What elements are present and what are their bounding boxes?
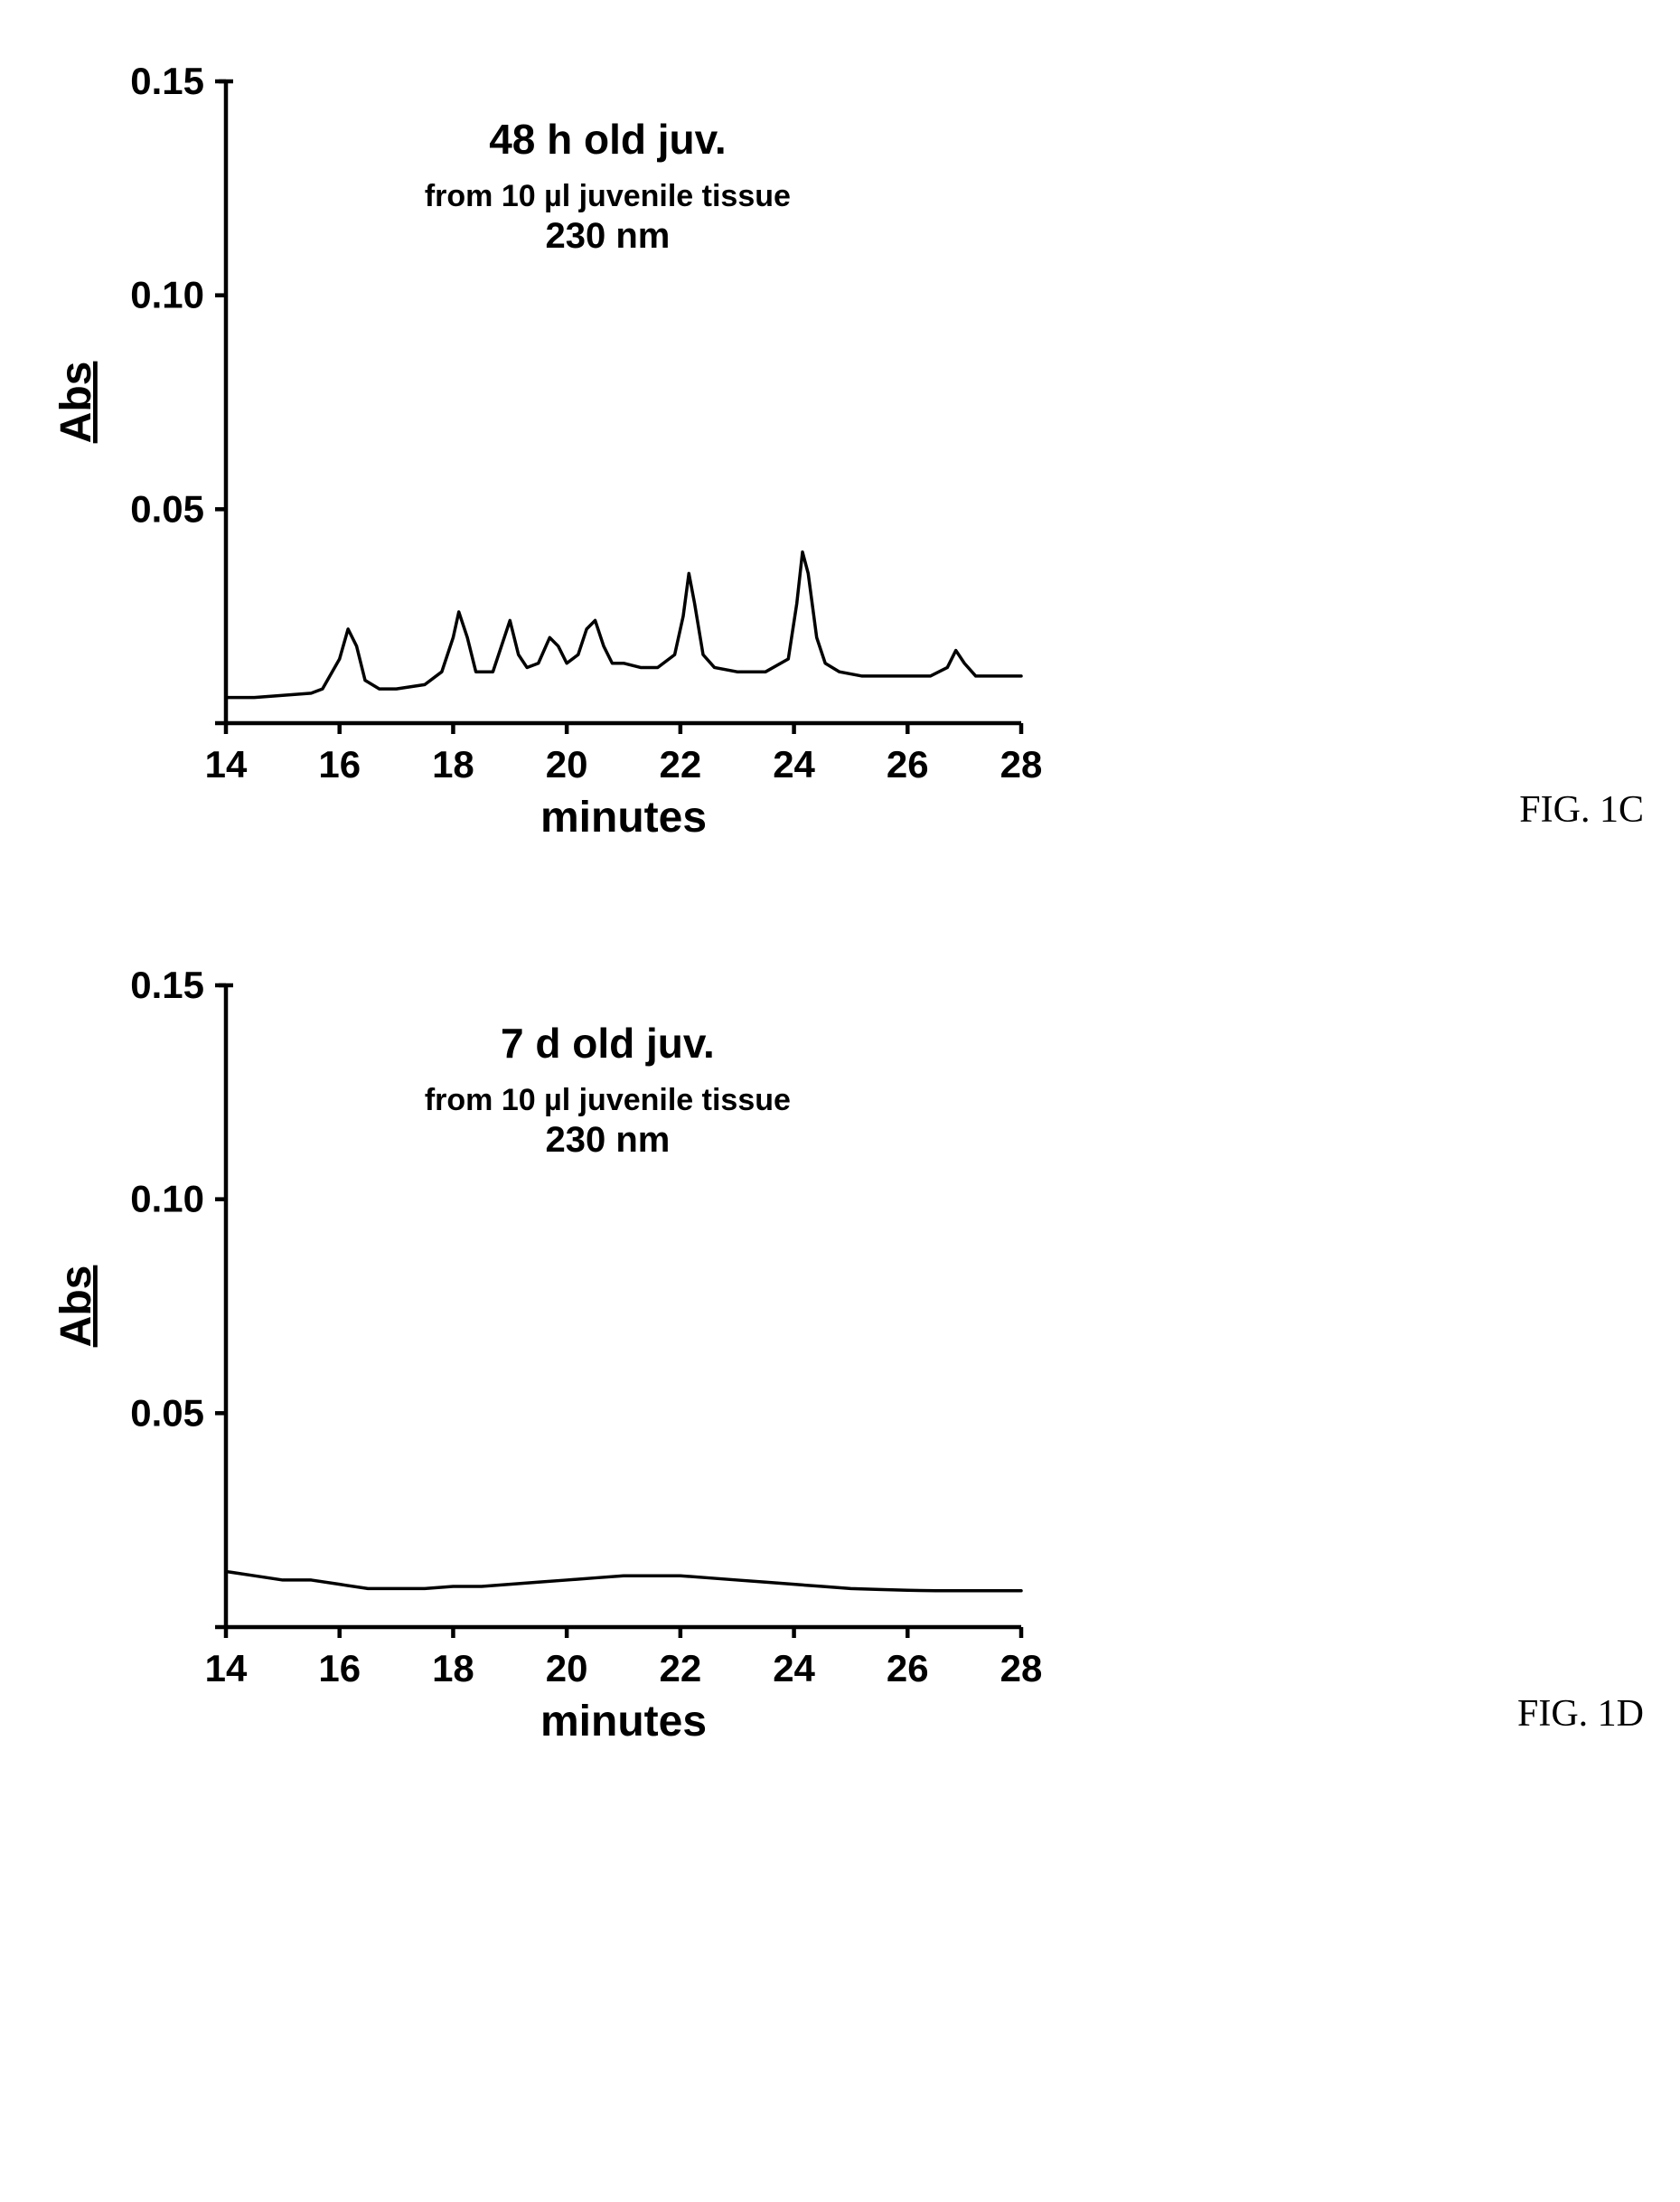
x-tick-label: 18 <box>432 743 474 786</box>
chart-bg <box>54 958 1048 1754</box>
chart-title-line: from 10 µl juvenile tissue <box>425 1083 791 1117</box>
x-tick-label: 22 <box>659 1647 701 1689</box>
chart-bg <box>54 54 1048 850</box>
y-tick-label: 0.15 <box>130 964 204 1006</box>
y-tick-label: 0.10 <box>130 274 204 316</box>
x-tick-label: 26 <box>887 743 929 786</box>
x-tick-label: 14 <box>205 743 248 786</box>
figure-label: FIG. 1C <box>1519 788 1644 832</box>
x-axis-label: minutes <box>540 1698 707 1746</box>
y-tick-label: 0.10 <box>130 1178 204 1220</box>
chromatogram-chart: 14 16 18 20 22 24 26 28 0.05 0.10 0.15 minutes Abs 7 … <box>54 958 1048 1754</box>
x-tick-label: 18 <box>432 1647 474 1689</box>
chart-title-line: 48 h old juv. <box>489 116 726 163</box>
y-tick-label: 0.05 <box>130 1391 204 1434</box>
x-tick-label: 16 <box>318 743 361 786</box>
figure-block: 14 16 18 20 22 24 26 28 0.05 0.10 0.15 minutes Abs 48… <box>54 54 1626 850</box>
x-tick-label: 20 <box>546 743 588 786</box>
x-tick-label: 28 <box>1000 743 1043 786</box>
chart-title-line: 7 d old juv. <box>501 1020 715 1067</box>
y-tick-label: 0.15 <box>130 60 204 102</box>
x-tick-label: 22 <box>659 743 701 786</box>
y-axis-label: Abs <box>54 362 100 444</box>
chart-title-line: 230 nm <box>545 1120 670 1160</box>
chart-wrap: 14 16 18 20 22 24 26 28 0.05 0.10 0.15 minutes Abs 7 … <box>54 958 1048 1754</box>
figure-block: 14 16 18 20 22 24 26 28 0.05 0.10 0.15 minutes Abs 7 … <box>54 958 1626 1754</box>
y-axis-label: Abs <box>54 1266 100 1348</box>
x-tick-label: 24 <box>773 743 815 786</box>
x-tick-label: 26 <box>887 1647 929 1689</box>
x-tick-label: 16 <box>318 1647 361 1689</box>
chart-title-line: 230 nm <box>545 216 670 256</box>
chromatogram-chart: 14 16 18 20 22 24 26 28 0.05 0.10 0.15 minutes Abs 48… <box>54 54 1048 850</box>
x-axis-label: minutes <box>540 794 707 842</box>
x-tick-label: 20 <box>546 1647 588 1689</box>
x-tick-label: 24 <box>773 1647 815 1689</box>
x-tick-label: 28 <box>1000 1647 1043 1689</box>
y-tick-label: 0.05 <box>130 487 204 530</box>
figure-label: FIG. 1D <box>1517 1692 1644 1736</box>
chart-title-line: from 10 µl juvenile tissue <box>425 179 791 213</box>
chart-wrap: 14 16 18 20 22 24 26 28 0.05 0.10 0.15 minutes Abs 48… <box>54 54 1048 850</box>
x-tick-label: 14 <box>205 1647 248 1689</box>
